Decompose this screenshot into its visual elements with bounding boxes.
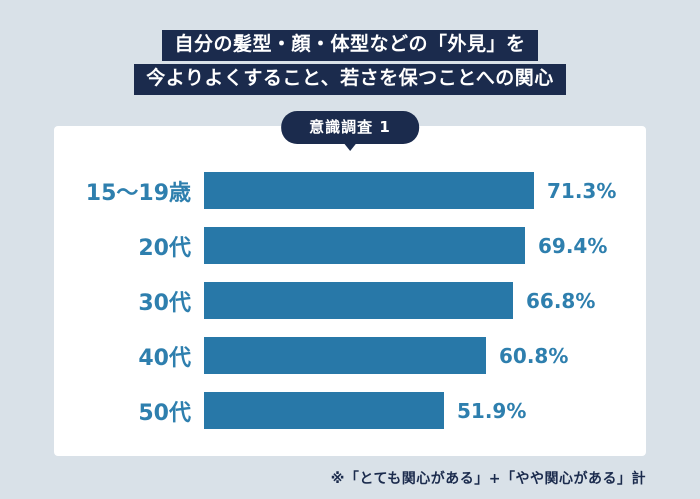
chart-row: 50代 51.9% <box>54 392 646 430</box>
chart-row: 40代 60.8% <box>54 337 646 375</box>
category-label: 15〜19歳 <box>85 180 191 206</box>
value-label: 71.3% <box>547 178 617 203</box>
title-row-1: 自分の髪型・顔・体型などの「外見」を <box>0 30 700 64</box>
value-label: 69.4% <box>538 233 608 258</box>
title-line-1: 自分の髪型・顔・体型などの「外見」を <box>162 30 538 61</box>
bar <box>204 227 525 265</box>
chart-card: 意識調査 1 15〜19歳 71.3% 20代 69.4% 30代 66.8% 40代 60.… <box>54 110 646 456</box>
value-label: 60.8% <box>499 343 569 368</box>
title-line-2: 今よりよくすること、若さを保つことへの関心 <box>134 63 566 95</box>
chart-row: 20代 69.4% <box>54 227 646 265</box>
page: 自分の髪型・顔・体型などの「外見」を 今よりよくすること、若さを保つことへの関心… <box>0 0 700 487</box>
bar <box>204 282 513 320</box>
survey-badge-label: 意識調査 1 <box>281 110 419 144</box>
bar <box>204 392 444 430</box>
value-label: 51.9% <box>457 398 527 423</box>
category-label: 50代 <box>138 400 191 426</box>
bar <box>204 172 534 210</box>
bar-chart: 15〜19歳 71.3% 20代 69.4% 30代 66.8% 40代 60.8% 50代 51… <box>54 172 646 430</box>
category-label: 20代 <box>138 235 191 261</box>
page-title: 自分の髪型・顔・体型などの「外見」を 今よりよくすること、若さを保つことへの関心 <box>0 0 700 98</box>
bar <box>204 337 486 375</box>
category-label: 30代 <box>138 290 191 316</box>
chart-row: 30代 66.8% <box>54 282 646 320</box>
badge-pointer-icon <box>341 140 358 151</box>
title-row-2: 今よりよくすること、若さを保つことへの関心 <box>0 63 700 98</box>
footnote: ※「とても関心がある」+「やや関心がある」計 <box>330 470 646 487</box>
survey-badge: 意識調査 1 <box>281 110 419 151</box>
value-label: 66.8% <box>526 288 596 313</box>
category-label: 40代 <box>138 345 191 371</box>
chart-row: 15〜19歳 71.3% <box>54 172 646 210</box>
